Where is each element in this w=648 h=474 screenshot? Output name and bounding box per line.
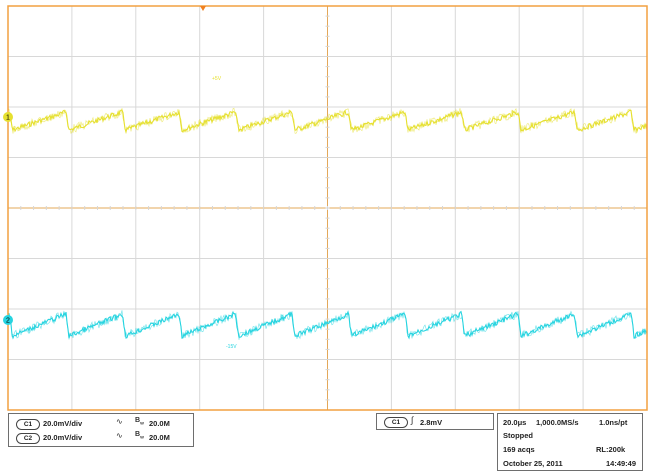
acquisition-count: 169 acqs bbox=[503, 445, 535, 454]
record-length: RL:200k bbox=[596, 445, 626, 454]
rising-edge-icon: ∫ bbox=[411, 415, 414, 425]
channel-2-button[interactable]: C2 bbox=[16, 433, 40, 444]
trigger-level: 2.8mV bbox=[420, 418, 443, 427]
acquisition-status: Stopped bbox=[503, 431, 533, 440]
channel-2-ground-marker[interactable]: 2 bbox=[3, 315, 13, 325]
trigger-position-marker[interactable] bbox=[200, 6, 206, 11]
time-per-division: 20.0μs bbox=[503, 418, 527, 427]
timebase-panel bbox=[497, 413, 643, 471]
trigger-source-button[interactable]: C1 bbox=[384, 417, 408, 428]
channel-1-marker-text: 1 bbox=[6, 115, 10, 122]
sample-rate: 1,000.0MS/s bbox=[536, 418, 579, 427]
channel-1-bandwidth: 20.0M bbox=[149, 419, 170, 428]
channel-2-marker-text: 2 bbox=[6, 318, 10, 325]
capture-time: 14:49:49 bbox=[606, 459, 637, 468]
graticule-frame bbox=[7, 5, 648, 411]
channel-1-ground-marker[interactable]: 1 bbox=[3, 112, 13, 122]
wave-coupling-icon: ∿ bbox=[116, 417, 123, 426]
wave-coupling-icon: ∿ bbox=[116, 431, 123, 440]
channel-2-scale: 20.0mV/div bbox=[43, 433, 83, 442]
channel-1-trace-label: +5V bbox=[212, 76, 222, 82]
channel-2-trace-label: -15V bbox=[226, 344, 237, 350]
bandwidth-limit-icon: BW bbox=[135, 431, 144, 440]
resolution: 1.0ns/pt bbox=[599, 418, 628, 427]
graticule bbox=[8, 6, 647, 410]
channel-1-scale: 20.0mV/div bbox=[43, 419, 83, 428]
bandwidth-limit-icon: BW bbox=[135, 417, 144, 426]
capture-date: October 25, 2011 bbox=[503, 459, 563, 468]
channel-1-waveform-noise bbox=[7, 107, 648, 135]
waveform-traces bbox=[7, 107, 648, 340]
channel-2-waveform-noise bbox=[7, 310, 648, 340]
channel-2-bandwidth: 20.0M bbox=[149, 433, 170, 442]
channel-1-button[interactable]: C1 bbox=[16, 419, 40, 430]
